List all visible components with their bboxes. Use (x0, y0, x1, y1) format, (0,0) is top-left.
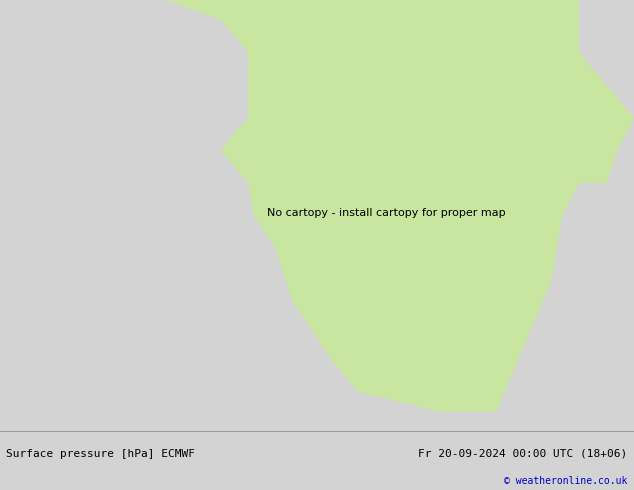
Text: © weatheronline.co.uk: © weatheronline.co.uk (504, 476, 628, 486)
Text: Fr 20-09-2024 00:00 UTC (18+06): Fr 20-09-2024 00:00 UTC (18+06) (418, 448, 628, 459)
Polygon shape (165, 0, 634, 412)
Text: Surface pressure [hPa] ECMWF: Surface pressure [hPa] ECMWF (6, 448, 195, 459)
Text: No cartopy - install cartopy for proper map: No cartopy - install cartopy for proper … (267, 208, 505, 218)
